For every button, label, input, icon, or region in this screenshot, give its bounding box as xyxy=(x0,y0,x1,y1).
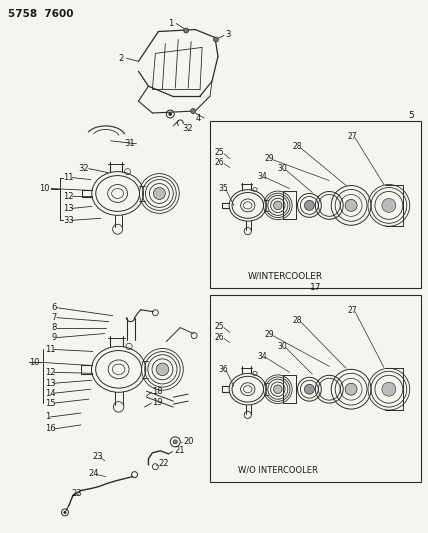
Ellipse shape xyxy=(108,184,128,203)
Text: 29: 29 xyxy=(265,330,274,339)
Circle shape xyxy=(214,37,218,42)
Ellipse shape xyxy=(108,360,129,379)
Text: 22: 22 xyxy=(158,459,169,468)
Circle shape xyxy=(173,440,177,444)
Text: 5758  7600: 5758 7600 xyxy=(8,9,74,19)
Text: 1: 1 xyxy=(168,19,173,28)
Text: 30: 30 xyxy=(278,164,287,173)
Text: 35: 35 xyxy=(218,184,228,193)
Circle shape xyxy=(156,363,169,376)
Text: 36: 36 xyxy=(218,365,228,374)
Circle shape xyxy=(64,511,66,514)
Text: 25: 25 xyxy=(215,322,225,331)
Text: 10: 10 xyxy=(29,358,40,367)
Text: 6: 6 xyxy=(51,303,56,312)
Text: 12: 12 xyxy=(45,368,56,377)
Text: 1: 1 xyxy=(45,411,51,421)
Text: 8: 8 xyxy=(51,323,56,332)
Bar xyxy=(210,295,421,482)
Circle shape xyxy=(153,188,165,199)
Text: 24: 24 xyxy=(89,469,99,478)
Text: 26: 26 xyxy=(215,158,225,167)
Circle shape xyxy=(382,198,396,212)
Text: 14: 14 xyxy=(45,389,56,398)
Text: W/O INTERCOOLER: W/O INTERCOOLER xyxy=(238,465,318,474)
Text: 16: 16 xyxy=(45,424,56,433)
Circle shape xyxy=(184,28,189,33)
Text: 10: 10 xyxy=(39,184,50,193)
Circle shape xyxy=(345,199,357,212)
Ellipse shape xyxy=(241,199,255,212)
Text: 4: 4 xyxy=(196,115,201,124)
Text: 27: 27 xyxy=(347,132,357,141)
Text: 13: 13 xyxy=(63,204,74,213)
Circle shape xyxy=(304,200,314,211)
Text: 34: 34 xyxy=(258,352,268,361)
Text: 17: 17 xyxy=(310,284,322,293)
Text: 31: 31 xyxy=(125,139,135,148)
Text: 2: 2 xyxy=(119,54,124,63)
Circle shape xyxy=(273,201,282,209)
Circle shape xyxy=(345,383,357,395)
Circle shape xyxy=(382,382,396,396)
Text: 26: 26 xyxy=(215,333,225,342)
Text: 25: 25 xyxy=(215,148,225,157)
Text: 32: 32 xyxy=(182,124,193,133)
Circle shape xyxy=(304,384,314,394)
Text: 20: 20 xyxy=(183,438,194,446)
Text: 11: 11 xyxy=(45,345,56,354)
Circle shape xyxy=(273,385,282,393)
Text: 23: 23 xyxy=(93,453,104,461)
Text: 27: 27 xyxy=(347,306,357,315)
Text: 33: 33 xyxy=(63,216,74,225)
Text: 30: 30 xyxy=(278,342,287,351)
Bar xyxy=(210,121,421,288)
Text: 13: 13 xyxy=(45,379,56,387)
Ellipse shape xyxy=(241,383,255,395)
Circle shape xyxy=(169,112,172,116)
Text: 11: 11 xyxy=(63,173,74,182)
Text: 3: 3 xyxy=(225,30,230,39)
Text: 34: 34 xyxy=(258,172,268,181)
Circle shape xyxy=(190,109,196,114)
Text: 19: 19 xyxy=(152,398,163,407)
Text: 18: 18 xyxy=(152,386,163,395)
Text: 9: 9 xyxy=(51,333,56,342)
Text: 29: 29 xyxy=(265,154,274,163)
Text: 5: 5 xyxy=(409,111,414,120)
Text: 28: 28 xyxy=(292,142,302,151)
Text: 7: 7 xyxy=(51,313,56,322)
Text: W/INTERCOOLER: W/INTERCOOLER xyxy=(248,271,323,280)
Text: 15: 15 xyxy=(45,399,56,408)
Text: 12: 12 xyxy=(63,192,74,201)
Text: 23: 23 xyxy=(71,489,82,498)
Text: 21: 21 xyxy=(174,446,185,455)
Text: 32: 32 xyxy=(78,164,89,173)
Text: 28: 28 xyxy=(292,316,302,325)
